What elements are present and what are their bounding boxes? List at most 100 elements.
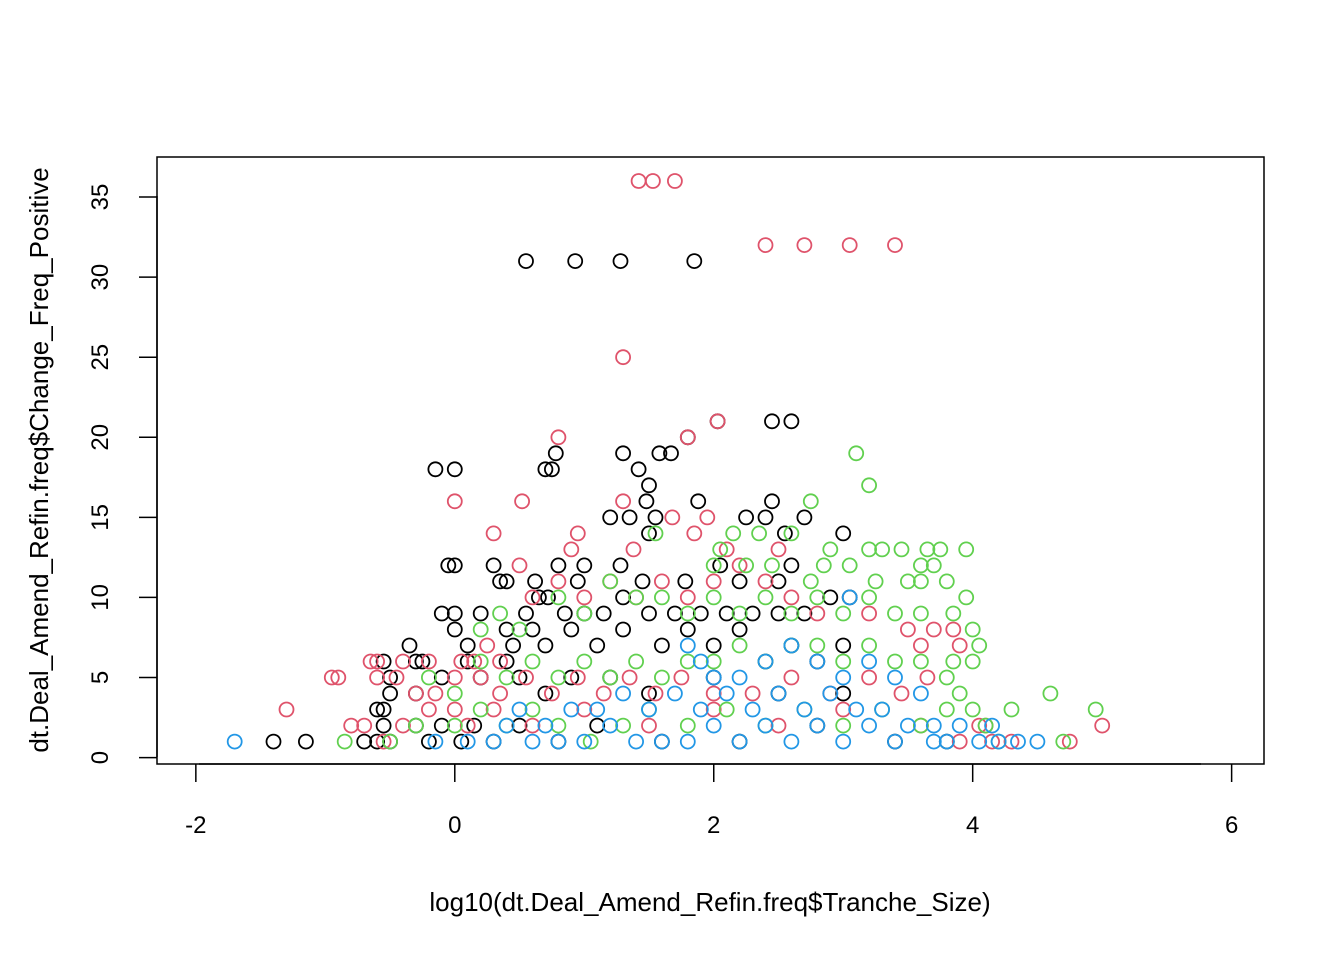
data-point-black (492, 573, 509, 590)
data-point-black (822, 589, 839, 606)
data-point-black (770, 605, 787, 622)
data-point-black (589, 637, 606, 654)
data-point-red (887, 237, 903, 254)
data-point-black (615, 589, 631, 606)
data-point-green (731, 637, 748, 654)
data-point-green (809, 589, 826, 606)
data-point-green (511, 621, 528, 638)
data-point-black (651, 445, 668, 462)
data-point-black (612, 557, 629, 574)
data-point-black (420, 733, 437, 750)
data-point-black (796, 605, 813, 622)
data-point-black (686, 253, 703, 270)
data-point-green (913, 605, 929, 622)
data-point-black (641, 605, 657, 622)
data-point-green (498, 669, 515, 686)
data-point-red (841, 237, 858, 254)
data-point-blue (938, 733, 955, 750)
data-point-green (472, 701, 489, 718)
data-point-red (919, 669, 936, 686)
data-point-black (712, 557, 729, 574)
data-point-red (731, 557, 748, 574)
data-point-red (673, 669, 690, 686)
data-point-black (511, 717, 528, 734)
data-point-green (841, 557, 858, 574)
data-point-red (485, 701, 502, 718)
data-point-red (705, 685, 722, 702)
data-point-red (647, 685, 664, 702)
data-point-blue (498, 717, 515, 734)
data-point-green (582, 733, 599, 750)
data-point-red (356, 717, 373, 734)
data-point-green (835, 717, 852, 734)
data-point-black (459, 637, 476, 654)
data-point-blue (861, 653, 877, 670)
data-point-green (867, 573, 884, 590)
data-point-green (764, 557, 780, 574)
data-point-green (602, 669, 619, 686)
data-point-red (518, 669, 534, 686)
data-point-red (809, 605, 826, 622)
data-point-red (278, 701, 295, 718)
data-point-green (783, 525, 800, 542)
data-point-red (524, 717, 541, 734)
data-point-blue (990, 733, 1007, 750)
data-point-black (414, 653, 431, 670)
data-point-black (498, 573, 515, 590)
data-point-red (699, 509, 716, 526)
data-point-green (420, 669, 437, 686)
data-point-black (466, 717, 483, 734)
data-point-black (407, 653, 424, 670)
data-point-black (718, 605, 735, 622)
data-point-blue (485, 733, 502, 750)
data-point-red (524, 589, 541, 606)
data-point-green (887, 653, 903, 670)
data-point-blue (641, 701, 657, 718)
data-point-red (479, 637, 496, 654)
data-point-black (433, 669, 450, 686)
data-point-black (375, 717, 392, 734)
data-point-black (472, 605, 489, 622)
data-point-green (446, 717, 463, 734)
data-point-red (861, 669, 877, 686)
data-point-green (900, 573, 916, 590)
data-point-green (615, 717, 631, 734)
data-point-blue (679, 733, 696, 750)
data-point-green (874, 541, 890, 558)
data-point-green (679, 653, 696, 670)
data-point-green (951, 685, 968, 702)
data-point-green (382, 733, 399, 750)
data-point-red (563, 541, 580, 558)
data-point-green (576, 605, 593, 622)
data-point-blue (1029, 733, 1046, 750)
data-point-green (932, 541, 949, 558)
x-tick-label: 0 (448, 812, 461, 839)
data-point-red (679, 429, 696, 446)
data-point-red (446, 701, 463, 718)
y-tick-label: 0 (87, 751, 114, 764)
data-point-black (505, 637, 521, 654)
data-point-red (395, 717, 411, 734)
data-point-green (725, 525, 742, 542)
data-point-green (705, 653, 722, 670)
data-point-black (567, 253, 584, 270)
data-point-red (395, 653, 411, 670)
data-point-red (783, 669, 800, 686)
data-point-blue (615, 685, 631, 702)
data-point-green (938, 573, 955, 590)
data-point-black (356, 733, 373, 750)
data-point-black (563, 669, 580, 686)
data-point-black (634, 573, 651, 590)
data-point-black (677, 573, 694, 590)
data-point-red (951, 733, 968, 750)
data-point-green (893, 541, 910, 558)
data-point-black (485, 557, 502, 574)
data-point-blue (925, 733, 942, 750)
data-point-blue (874, 701, 890, 718)
data-point-black (433, 717, 450, 734)
data-point-black (641, 685, 657, 702)
data-point-blue (705, 717, 722, 734)
data-point-red (645, 173, 661, 189)
data-point-black (382, 669, 399, 686)
data-point-red (511, 557, 528, 574)
